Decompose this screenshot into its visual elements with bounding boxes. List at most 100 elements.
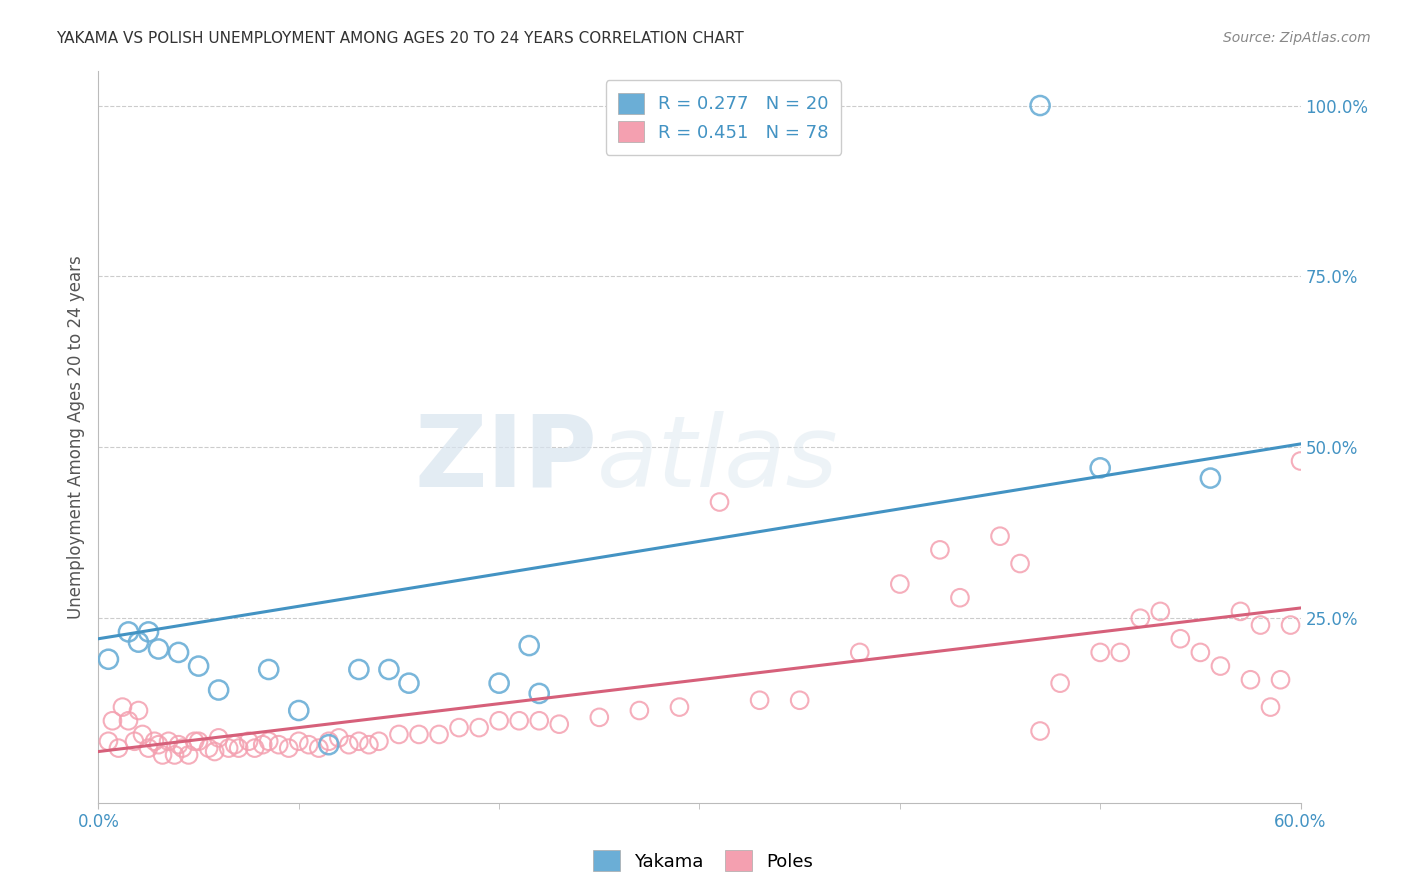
- Point: [388, 727, 411, 741]
- Point: [243, 741, 266, 756]
- Text: YAKAMA VS POLISH UNEMPLOYMENT AMONG AGES 20 TO 24 YEARS CORRELATION CHART: YAKAMA VS POLISH UNEMPLOYMENT AMONG AGES…: [56, 31, 744, 46]
- Point: [949, 591, 972, 605]
- Point: [288, 734, 311, 748]
- Point: [117, 714, 139, 728]
- Point: [1010, 557, 1032, 571]
- Point: [308, 741, 330, 756]
- Point: [138, 624, 160, 639]
- Point: [1029, 98, 1052, 112]
- Point: [1088, 645, 1111, 659]
- Point: [789, 693, 811, 707]
- Point: [1239, 673, 1261, 687]
- Point: [117, 624, 139, 639]
- Point: [1209, 659, 1232, 673]
- Point: [128, 635, 150, 649]
- Point: [318, 738, 340, 752]
- Point: [1189, 645, 1212, 659]
- Point: [368, 734, 391, 748]
- Point: [238, 734, 260, 748]
- Point: [1250, 618, 1272, 632]
- Point: [488, 714, 510, 728]
- Point: [1170, 632, 1192, 646]
- Point: [529, 686, 551, 700]
- Point: [398, 676, 420, 690]
- Point: [548, 717, 571, 731]
- Point: [267, 738, 290, 752]
- Point: [107, 741, 129, 756]
- Point: [447, 721, 470, 735]
- Point: [252, 738, 274, 752]
- Point: [124, 734, 146, 748]
- Point: [101, 714, 124, 728]
- Point: [488, 676, 510, 690]
- Text: ZIP: ZIP: [415, 410, 598, 508]
- Point: [408, 727, 430, 741]
- Point: [1199, 471, 1222, 485]
- Point: [347, 663, 370, 677]
- Point: [218, 741, 240, 756]
- Point: [328, 731, 350, 745]
- Point: [1270, 673, 1292, 687]
- Point: [288, 704, 311, 718]
- Point: [1129, 611, 1152, 625]
- Point: [152, 747, 174, 762]
- Point: [208, 683, 231, 698]
- Legend: R = 0.277   N = 20, R = 0.451   N = 78: R = 0.277 N = 20, R = 0.451 N = 78: [606, 80, 841, 154]
- Point: [588, 710, 610, 724]
- Point: [148, 738, 170, 752]
- Point: [849, 645, 872, 659]
- Point: [628, 704, 651, 718]
- Point: [1049, 676, 1071, 690]
- Point: [177, 747, 200, 762]
- Point: [347, 734, 370, 748]
- Point: [298, 738, 321, 752]
- Point: [709, 495, 731, 509]
- Point: [1229, 604, 1251, 618]
- Point: [1029, 724, 1052, 739]
- Point: [1279, 618, 1302, 632]
- Point: [529, 714, 551, 728]
- Point: [427, 727, 450, 741]
- Text: Source: ZipAtlas.com: Source: ZipAtlas.com: [1223, 31, 1371, 45]
- Point: [929, 542, 952, 557]
- Point: [224, 738, 246, 752]
- Point: [1289, 454, 1312, 468]
- Point: [208, 731, 231, 745]
- Point: [988, 529, 1011, 543]
- Point: [508, 714, 530, 728]
- Point: [257, 663, 280, 677]
- Point: [889, 577, 911, 591]
- Point: [128, 704, 150, 718]
- Point: [468, 721, 491, 735]
- Point: [111, 700, 134, 714]
- Point: [1260, 700, 1282, 714]
- Point: [183, 734, 205, 748]
- Point: [97, 652, 120, 666]
- Point: [138, 741, 160, 756]
- Point: [172, 741, 194, 756]
- Point: [318, 734, 340, 748]
- Point: [1149, 604, 1171, 618]
- Point: [257, 734, 280, 748]
- Point: [357, 738, 380, 752]
- Point: [277, 741, 299, 756]
- Point: [517, 639, 540, 653]
- Point: [187, 659, 209, 673]
- Point: [378, 663, 401, 677]
- Point: [1088, 460, 1111, 475]
- Point: [668, 700, 690, 714]
- Point: [204, 745, 226, 759]
- Point: [228, 741, 250, 756]
- Point: [167, 645, 190, 659]
- Point: [148, 642, 170, 657]
- Point: [337, 738, 360, 752]
- Point: [157, 734, 180, 748]
- Legend: Yakama, Poles: Yakama, Poles: [585, 843, 821, 879]
- Point: [1109, 645, 1132, 659]
- Text: atlas: atlas: [598, 410, 839, 508]
- Point: [1309, 460, 1331, 475]
- Point: [131, 727, 153, 741]
- Point: [97, 734, 120, 748]
- Point: [197, 741, 219, 756]
- Point: [187, 734, 209, 748]
